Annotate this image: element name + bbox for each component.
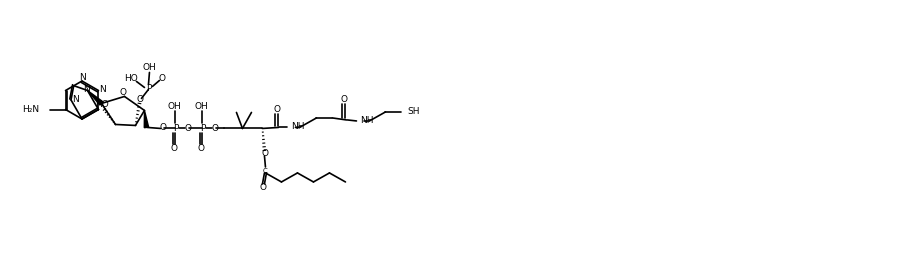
Text: P: P <box>200 124 205 133</box>
Text: O: O <box>137 95 144 104</box>
Text: O: O <box>262 150 268 158</box>
Text: OH: OH <box>194 102 208 111</box>
Text: N: N <box>72 95 79 104</box>
Text: O: O <box>274 105 280 114</box>
Text: C: C <box>263 168 268 174</box>
Text: NH: NH <box>292 123 305 131</box>
Text: SH: SH <box>408 107 420 116</box>
Polygon shape <box>144 110 148 128</box>
Text: O: O <box>340 96 347 104</box>
Text: HO: HO <box>124 74 139 83</box>
Text: P: P <box>146 84 151 93</box>
Text: N: N <box>78 73 86 82</box>
Text: O: O <box>212 124 219 133</box>
Text: N: N <box>99 85 106 94</box>
Text: NH: NH <box>361 116 374 125</box>
Text: O: O <box>198 144 205 153</box>
Text: O: O <box>171 144 178 153</box>
Text: OH: OH <box>142 63 157 72</box>
Polygon shape <box>87 90 103 105</box>
Text: O: O <box>260 183 267 192</box>
Text: O: O <box>160 123 167 132</box>
Text: H₂N: H₂N <box>22 105 40 114</box>
Text: N: N <box>84 85 90 94</box>
Text: HO: HO <box>95 100 109 109</box>
Text: O: O <box>185 124 192 133</box>
Text: OH: OH <box>167 102 181 111</box>
Text: O: O <box>159 74 166 83</box>
Text: O: O <box>120 89 127 97</box>
Text: P: P <box>173 124 178 133</box>
